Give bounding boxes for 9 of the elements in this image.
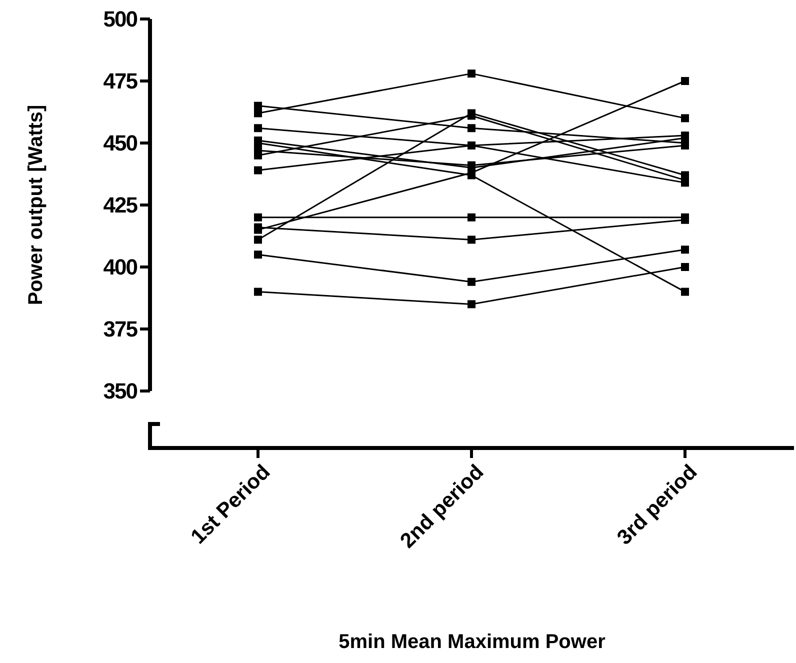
y-axis-title: Power output [Watts] (25, 104, 47, 306)
y-tick-label: 500 (103, 6, 138, 32)
y-tick-label: 400 (103, 254, 138, 280)
y-tick-label: 375 (103, 316, 138, 342)
y-tick-label: 425 (103, 192, 138, 218)
y-tick-label: 475 (103, 68, 138, 94)
y-tick-label: 450 (103, 130, 138, 156)
y-tick-label: 350 (103, 378, 138, 404)
x-axis-title: 5min Mean Maximum Power (338, 631, 606, 653)
